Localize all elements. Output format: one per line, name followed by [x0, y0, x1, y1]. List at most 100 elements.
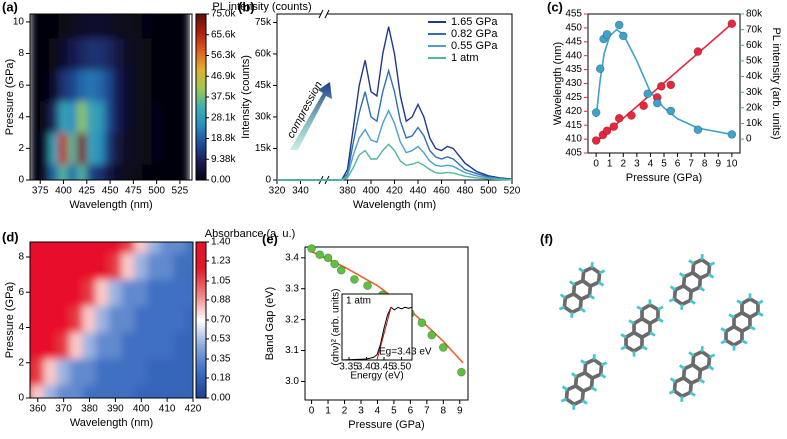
- series-line: [277, 109, 513, 181]
- x-tick-label: 340: [292, 186, 309, 197]
- y-tick-label: 6: [18, 80, 24, 91]
- heat-cell: [95, 384, 110, 398]
- heat-cell: [69, 278, 84, 306]
- heat-cell: [160, 68, 172, 102]
- data-point: [614, 20, 624, 30]
- y-tick-label: 430: [565, 78, 582, 89]
- colorbar-tick-label: 65.6k: [211, 29, 236, 40]
- y-tick-label: 8: [18, 48, 24, 59]
- x-tick-label: 410: [159, 404, 176, 415]
- colorbar-step: [196, 262, 206, 266]
- heat-cell: [147, 252, 162, 280]
- heat-cell: [132, 68, 144, 102]
- x-tick-label: 7: [688, 159, 694, 170]
- colorbar-tick-label: 0.35: [211, 354, 231, 365]
- heat-cell: [121, 357, 136, 386]
- y-tick-label: 45k: [255, 80, 272, 91]
- colorbar-step: [196, 385, 206, 389]
- inset-frame: [341, 293, 413, 361]
- plot-frame: [29, 241, 194, 399]
- x-tick-label: 9: [457, 406, 463, 417]
- y-tick-label: 6: [18, 287, 24, 298]
- colorbar-step: [196, 52, 206, 56]
- colorbar-step: [196, 351, 206, 355]
- heat-cell: [151, 14, 162, 39]
- colorbar-step: [196, 312, 206, 316]
- heat-cell: [179, 163, 190, 180]
- heat-cell: [30, 357, 45, 386]
- x-tick-label: 10: [726, 159, 738, 170]
- colorbar-step: [196, 132, 206, 137]
- heat-cell: [30, 331, 45, 359]
- colorbar-step: [196, 377, 206, 381]
- colorbar-step: [196, 119, 206, 123]
- colorbar-step: [196, 382, 206, 386]
- y2-tick-label: 60k: [746, 40, 763, 51]
- heat-cell: [86, 100, 97, 134]
- heat-cell: [121, 331, 136, 359]
- data-point: [315, 250, 325, 260]
- legend-label: 0.55 GPa: [451, 40, 498, 52]
- heat-cell: [179, 37, 190, 70]
- x-tick-label: 320: [269, 186, 286, 197]
- colorbar-step: [196, 374, 206, 378]
- colorbar-step: [196, 36, 206, 40]
- colorbar-step: [196, 244, 206, 248]
- colorbar-step: [196, 160, 206, 164]
- colorbar-step: [196, 99, 206, 104]
- colorbar-step: [196, 144, 206, 148]
- heat-cell: [95, 68, 106, 102]
- x-axis-label: Wavelength (nm): [69, 199, 152, 211]
- heat-cell: [123, 14, 134, 39]
- inset-annotation: Eg=3.43 eV: [379, 347, 432, 358]
- y-tick-label: 2: [18, 143, 24, 154]
- y-tick-label: 405: [565, 148, 582, 159]
- y-tick-label: 3.2: [285, 314, 299, 325]
- y-tick-label: 10: [13, 17, 25, 28]
- heat-cell: [147, 278, 162, 306]
- x-tick-label: 525: [172, 186, 189, 197]
- heat-cell: [69, 357, 84, 386]
- heat-cell: [95, 331, 110, 359]
- y-tick-label: 4: [18, 111, 24, 122]
- colorbar-step: [196, 361, 206, 365]
- colorbar-tick-label: 1.23: [211, 256, 231, 267]
- heat-cell: [39, 132, 51, 165]
- heatmap-cells: [30, 14, 190, 180]
- colorbar-step: [196, 41, 206, 45]
- heat-cell: [114, 132, 125, 165]
- heat-cell: [69, 331, 84, 359]
- colorbar-tick-label: 1.40: [211, 237, 231, 248]
- y2-axis-label: PL intensity (arb. units): [770, 27, 782, 139]
- heat-cell: [173, 278, 188, 306]
- heat-cell: [179, 100, 190, 134]
- colorbar-tick-label: 46.9k: [211, 71, 236, 82]
- x-tick-label: 370: [55, 404, 72, 415]
- heat-cell: [76, 132, 88, 165]
- heat-cell: [39, 14, 51, 39]
- colorbar-title: PL intensity (counts): [212, 1, 311, 13]
- colorbar-step: [196, 268, 206, 272]
- colorbar-tick-label: 37.5k: [211, 92, 236, 103]
- colorbar-step: [196, 83, 206, 87]
- heat-cell: [179, 14, 190, 39]
- fit-line: [595, 28, 733, 136]
- inset-x-tick-label: 3.45: [374, 362, 394, 373]
- data-point: [614, 113, 624, 123]
- x-tick-label: 7: [424, 406, 430, 417]
- y2-tick-label: 80k: [746, 9, 763, 20]
- colorbar-step: [196, 113, 206, 117]
- colorbar-step: [196, 346, 206, 350]
- heat-cell: [160, 100, 172, 134]
- heat-cell: [121, 304, 136, 333]
- colorbar-step: [196, 299, 206, 303]
- colorbar-step: [196, 77, 206, 81]
- colorbar-step: [196, 55, 206, 59]
- colorbar-step: [196, 278, 206, 282]
- colorbar-step: [196, 80, 206, 84]
- colorbar-step: [196, 322, 206, 326]
- heatmap-cells: [30, 242, 193, 398]
- heat-cell: [170, 163, 181, 180]
- colorbar-step: [196, 14, 206, 18]
